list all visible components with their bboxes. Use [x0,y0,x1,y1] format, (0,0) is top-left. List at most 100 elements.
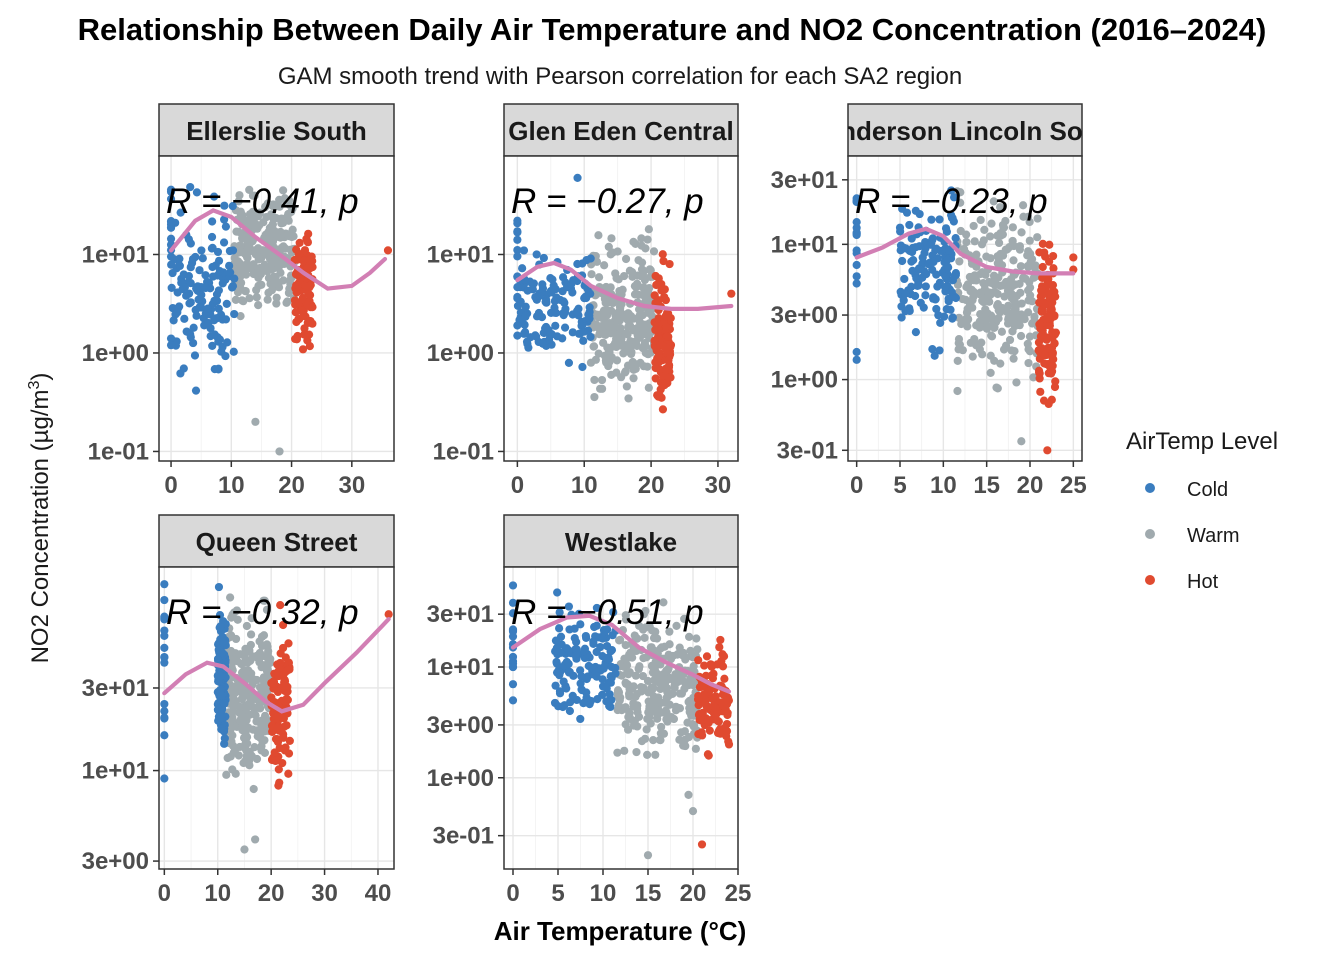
data-point [651,627,660,636]
data-point [264,647,273,656]
data-point [662,332,671,341]
data-point [650,336,659,345]
data-point [592,621,601,630]
data-point [238,234,247,243]
data-point [185,289,194,298]
points-westlake [508,581,734,860]
data-point [672,621,681,630]
data-point [565,625,574,634]
data-point [645,265,654,274]
strip-label-henderson-lincoln-south: Henderson Lincoln South [807,116,1123,146]
strip-label-queen-street: Queen Street [196,527,358,557]
data-point [565,698,575,707]
data-point [1037,286,1046,295]
data-point [160,615,169,624]
data-point [285,284,294,293]
data-point [1043,280,1052,289]
data-point [675,643,684,652]
data-point [508,680,518,689]
points-queen-street [160,580,393,854]
data-point [852,272,861,281]
data-point [167,283,176,292]
data-point [643,235,652,244]
data-point [220,638,229,648]
data-point [513,321,522,330]
data-point [555,624,564,633]
data-point [214,256,224,265]
data-point [217,710,226,720]
data-point [208,243,217,252]
strip-glen-eden-central [503,103,739,157]
data-point [628,357,637,367]
data-point [160,653,169,662]
data-point [186,263,195,272]
data-point [279,733,288,742]
data-point [977,240,987,249]
points-henderson-lincoln-south [852,186,1078,455]
data-point [513,219,522,228]
data-point [718,690,728,699]
data-point [632,283,641,292]
data-point [987,331,996,340]
data-point [176,208,185,217]
data-point [264,251,273,260]
data-point [976,288,985,297]
x-tick-label: 20 [258,880,285,907]
data-point [513,235,522,244]
data-point [911,291,920,301]
data-point [668,689,677,698]
data-point [642,725,651,734]
data-point [969,287,978,296]
data-point [620,746,629,755]
data-point [293,255,302,264]
data-point [705,726,714,735]
data-point [160,631,169,640]
data-point [630,290,640,299]
data-point [975,323,984,332]
data-point [978,350,987,359]
data-point [582,688,591,697]
data-point [1038,239,1047,248]
data-point [573,307,582,317]
data-point [241,287,250,296]
data-point [274,671,283,681]
data-point [579,336,588,345]
data-point [607,370,616,379]
data-point [661,295,670,305]
data-point [544,326,553,335]
data-point [1025,332,1035,341]
y-tick-label: 3e+00 [771,302,838,329]
data-point [254,245,264,254]
data-point [902,208,912,217]
data-point [611,269,620,278]
data-point [274,278,283,288]
data-point [631,692,640,701]
data-point [1034,368,1044,377]
data-point [963,322,972,331]
data-point [194,295,203,304]
data-point [282,298,291,307]
data-point [639,610,649,619]
data-point [713,716,722,725]
x-tick-label: 15 [635,880,662,907]
data-point [274,781,283,790]
data-point [1003,245,1012,254]
data-point [621,640,630,650]
data-point [192,284,201,293]
data-point [568,691,577,700]
strip-label-glen-eden-central: Glen Eden Central [508,116,733,146]
data-point [1048,298,1057,307]
data-point [192,188,202,197]
data-point [257,641,267,651]
data-point [291,308,300,317]
data-point [555,689,565,698]
data-point [594,349,603,358]
data-point [958,346,967,355]
data-point [1051,328,1061,337]
data-point [245,693,254,702]
data-point [243,259,252,269]
data-point [993,259,1002,268]
data-point [231,295,240,304]
y-tick-label: 1e+01 [82,758,149,785]
data-point [633,722,642,731]
